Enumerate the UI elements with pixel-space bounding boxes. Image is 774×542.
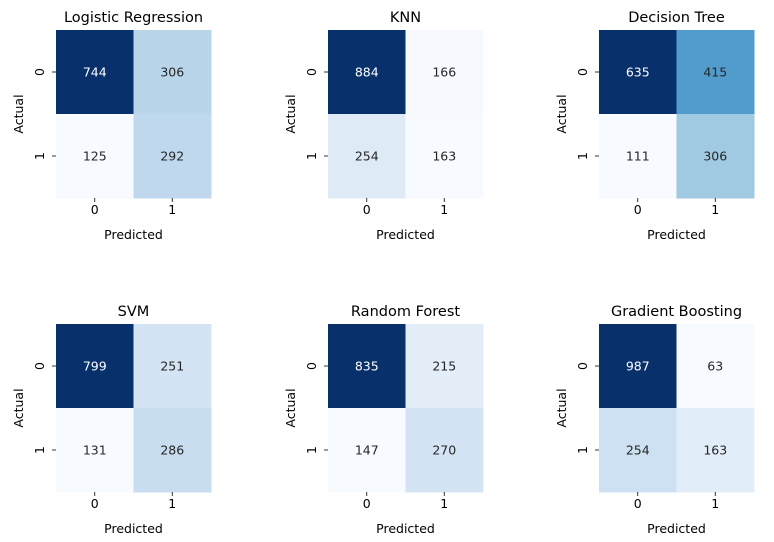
cell-value-label: 254: [626, 443, 650, 458]
x-axis-label: Predicted: [376, 521, 435, 536]
cell-value-label: 306: [160, 65, 184, 80]
x-tick-label: 1: [711, 496, 719, 511]
cell-value-label: 884: [355, 65, 379, 80]
y-tick-label: 1: [32, 446, 47, 454]
heatmap-cell-0-1: [405, 324, 484, 409]
cell-value-label: 744: [83, 65, 107, 80]
cell-value-label: 166: [432, 65, 456, 80]
heatmap-cell-1-0: [56, 114, 134, 199]
cell-value-label: 147: [355, 443, 379, 458]
x-tick-label: 1: [168, 202, 176, 217]
heatmap-cell-0-0: [56, 30, 134, 115]
y-tick-label: 0: [304, 362, 319, 370]
y-tick-label: 1: [304, 446, 319, 454]
y-axis-label: Actual: [554, 388, 569, 427]
chart-title: Random Forest: [351, 304, 460, 320]
y-axis-label: Actual: [554, 94, 569, 133]
y-axis-label: Actual: [283, 388, 298, 427]
heatmap-panel-random-forest: 835 215 147 270 Random Forest 0 1 0 1 Predicted Ac…: [283, 304, 484, 536]
heatmap-cell-1-0: [599, 114, 677, 199]
heatmap-cell-0-0: [328, 324, 406, 409]
heatmap-cell-0-1: [133, 30, 212, 115]
heatmap-cell-1-1: [133, 408, 212, 493]
heatmap-cell-1-1: [405, 114, 484, 199]
x-axis-label: Predicted: [376, 227, 435, 242]
heatmap-cell-0-1: [405, 30, 484, 115]
y-tick-label: 1: [304, 152, 319, 160]
y-tick-label: 0: [32, 68, 47, 76]
cell-value-label: 799: [83, 359, 107, 374]
y-tick-label: 0: [575, 362, 590, 370]
x-tick-label: 0: [91, 202, 99, 217]
heatmap-cell-0-0: [599, 324, 677, 409]
cell-value-label: 125: [83, 149, 107, 164]
x-tick-label: 1: [168, 496, 176, 511]
heatmap-panel-knn: 884 166 254 163 KNN 0 1 0 1 Predicted Actual: [283, 10, 484, 242]
heatmap-panel-decision-tree: 635 415 111 306 Decision Tree 0 1 0 1 Predicted Ac…: [554, 10, 755, 242]
heatmap-cell-0-0: [56, 324, 134, 409]
heatmap-cell-1-0: [599, 408, 677, 493]
chart-title: Gradient Boosting: [611, 304, 742, 320]
y-tick-label: 0: [304, 68, 319, 76]
x-axis-label: Predicted: [647, 521, 706, 536]
x-tick-label: 1: [711, 202, 719, 217]
cell-value-label: 215: [432, 359, 456, 374]
heatmap-cell-1-0: [328, 114, 406, 199]
heatmap-cell-0-0: [599, 30, 677, 115]
x-tick-label: 1: [440, 496, 448, 511]
chart-title: KNN: [390, 10, 421, 26]
heatmap-cell-1-0: [56, 408, 134, 493]
x-tick-label: 1: [440, 202, 448, 217]
heatmap-cell-1-1: [133, 114, 212, 199]
cell-value-label: 163: [432, 149, 456, 164]
cell-value-label: 415: [703, 65, 727, 80]
heatmap-cell-0-1: [676, 324, 755, 409]
heatmap-panel-svm: 799 251 131 286 SVM 0 1 0 1 Predicted Actual: [11, 304, 212, 536]
y-axis-label: Actual: [11, 388, 26, 427]
x-tick-label: 0: [634, 496, 642, 511]
cell-value-label: 635: [626, 65, 650, 80]
heatmap-panel-logistic-regression: 744 306 125 292 Logistic Regression 0 1 0 1 Predi…: [11, 10, 212, 242]
heatmap-cell-0-1: [676, 30, 755, 115]
cell-value-label: 251: [160, 359, 184, 374]
cell-value-label: 254: [355, 149, 379, 164]
y-axis-label: Actual: [11, 94, 26, 133]
cell-value-label: 111: [626, 149, 650, 164]
heatmap-cell-1-1: [676, 408, 755, 493]
x-tick-label: 0: [363, 496, 371, 511]
heatmap-cell-1-0: [328, 408, 406, 493]
cell-value-label: 63: [707, 359, 723, 374]
chart-title: Decision Tree: [628, 10, 725, 26]
heatmap-cell-0-0: [328, 30, 406, 115]
x-axis-label: Predicted: [104, 521, 163, 536]
heatmap-cell-1-1: [676, 114, 755, 199]
cell-value-label: 286: [160, 443, 184, 458]
x-tick-label: 0: [363, 202, 371, 217]
y-tick-label: 1: [575, 446, 590, 454]
heatmap-panel-gradient-boosting: 987 63 254 163 Gradient Boosting 0 1 0 1 Predicte…: [554, 304, 755, 536]
y-tick-label: 0: [32, 362, 47, 370]
chart-title: Logistic Regression: [64, 10, 203, 26]
cell-value-label: 163: [703, 443, 727, 458]
heatmap-cell-0-1: [133, 324, 212, 409]
y-tick-label: 1: [32, 152, 47, 160]
cell-value-label: 131: [83, 443, 107, 458]
cell-value-label: 270: [432, 443, 456, 458]
cell-value-label: 835: [355, 359, 379, 374]
heatmap-cell-1-1: [405, 408, 484, 493]
y-tick-label: 1: [575, 152, 590, 160]
x-axis-label: Predicted: [104, 227, 163, 242]
cell-value-label: 306: [703, 149, 727, 164]
y-tick-label: 0: [575, 68, 590, 76]
y-axis-label: Actual: [283, 94, 298, 133]
x-tick-label: 0: [91, 496, 99, 511]
x-tick-label: 0: [634, 202, 642, 217]
cell-value-label: 987: [626, 359, 650, 374]
x-axis-label: Predicted: [647, 227, 706, 242]
chart-title: SVM: [118, 304, 150, 320]
cell-value-label: 292: [160, 149, 184, 164]
